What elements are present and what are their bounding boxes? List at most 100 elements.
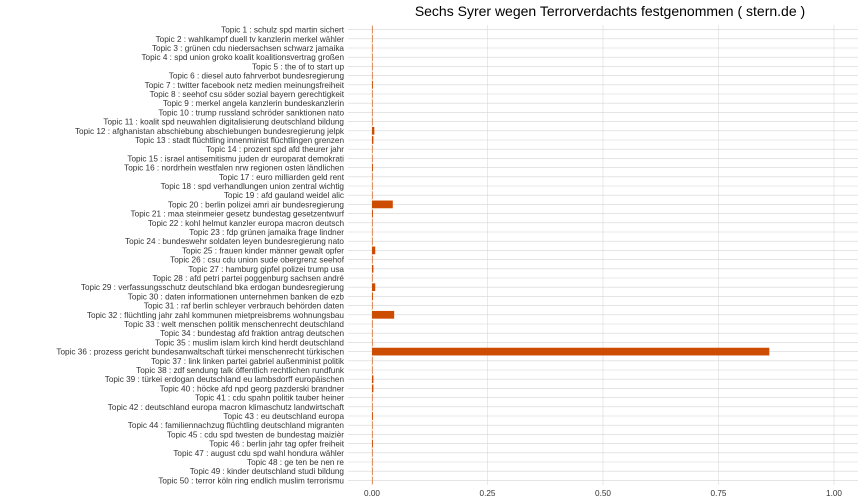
y-tick-label: Topic 24 : bundeswehr soldaten leyen bun… — [125, 237, 344, 246]
y-tick-label: Topic 27 : hamburg gipfel polizei trump … — [188, 265, 344, 274]
y-tick-label: Topic 22 : kohl helmut kanzler europa ma… — [148, 219, 345, 228]
bar — [372, 310, 395, 319]
y-tick-label: Topic 2 : wahlkampf duell tv kanzlerin m… — [156, 35, 345, 44]
y-tick-label: Topic 16 : nordrhein westfalen nrw regio… — [124, 164, 344, 173]
y-tick-label: Topic 31 : raf berlin schleyer verbrauch… — [144, 302, 345, 311]
bar — [372, 338, 373, 347]
y-tick-label: Topic 8 : seehof csu söder sozial bayern… — [150, 90, 345, 99]
y-tick-label: Topic 49 : kinder deutschland studi bild… — [190, 467, 345, 476]
bar — [372, 191, 373, 200]
bar — [372, 136, 374, 144]
bar — [372, 34, 373, 43]
bar — [372, 421, 373, 430]
bar — [372, 467, 373, 476]
y-tick-label: Topic 15 : israel antisemitismu juden dr… — [127, 154, 344, 163]
bar — [372, 62, 373, 71]
bar — [372, 163, 373, 172]
y-tick-label: Topic 42 : deutschland europa macron kli… — [108, 403, 345, 412]
bar — [372, 458, 373, 466]
bar — [372, 384, 374, 393]
bar — [372, 154, 373, 163]
bar — [372, 99, 373, 108]
y-tick-label: Topic 25 : frauen kinder männer gewalt o… — [182, 246, 344, 255]
bar — [372, 90, 373, 98]
y-tick-label: Topic 18 : spd verhandlungen union zentr… — [161, 182, 345, 191]
y-tick-label: Topic 35 : muslim islam kirch kind herdt… — [155, 338, 344, 347]
bar — [372, 71, 373, 80]
y-tick-label: Topic 13 : stadt flüchtling innenminist … — [135, 136, 344, 145]
y-tick-label: Topic 32 : flüchtling jahr zahl kommunen… — [87, 311, 345, 320]
bar — [372, 25, 373, 34]
bar — [372, 476, 373, 485]
chart-title: Sechs Syrer wegen Terrorverdachts festge… — [414, 3, 806, 19]
bar — [372, 209, 373, 218]
y-tick-label: Topic 4 : spd union groko koalit koaliti… — [141, 53, 344, 62]
y-tick-label: Topic 11 : koalit spd neuwahlen digitali… — [103, 118, 344, 127]
y-tick-label: Topic 33 : welt menschen politik mensche… — [124, 320, 344, 329]
y-tick-label: Topic 20 : berlin polizei amri air bunde… — [168, 200, 345, 209]
bar — [372, 145, 373, 154]
bar — [372, 439, 373, 448]
bar — [372, 375, 374, 384]
bar — [372, 126, 375, 135]
y-tick-label: Topic 5 : the of to start up — [252, 62, 344, 71]
bar — [372, 356, 373, 365]
bar — [372, 255, 373, 264]
x-tick-label: 1.00 — [826, 489, 842, 498]
y-tick-label: Topic 19 : afd gauland weidel alic — [224, 191, 344, 200]
bar — [372, 53, 373, 62]
x-tick-label: 0.00 — [364, 489, 380, 498]
bar — [372, 182, 373, 190]
y-tick-label: Topic 7 : twitter facebook netz medien m… — [145, 81, 345, 90]
x-tick-label: 0.25 — [480, 489, 496, 498]
bar — [372, 402, 373, 411]
y-tick-label: Topic 36 : prozess gericht bundesanwalts… — [56, 348, 344, 357]
y-tick-label: Topic 45 : cdu spd twesten de bundestag … — [167, 430, 344, 439]
y-tick-label: Topic 14 : prozent spd afd theurer jahr — [206, 145, 344, 154]
y-tick-label: Topic 29 : verfassungsschutz deutschland… — [81, 283, 345, 292]
bar — [372, 228, 373, 236]
bar — [372, 108, 373, 117]
y-tick-label: Topic 44 : familiennachzug flüchtling de… — [128, 421, 345, 430]
bar — [372, 292, 373, 301]
y-tick-label: Topic 6 : diesel auto fahrverbot bundesr… — [169, 72, 345, 81]
y-tick-label: Topic 37 : link linken partei gabriel au… — [151, 357, 345, 366]
bar — [372, 320, 373, 328]
y-tick-label: Topic 48 : ge ten be nen re — [247, 458, 344, 467]
bar — [372, 301, 373, 310]
bar — [372, 393, 373, 402]
bar — [372, 218, 373, 227]
bar — [372, 274, 373, 282]
bar — [372, 117, 373, 126]
y-tick-label: Topic 21 : maa steinmeier gesetz bundest… — [131, 210, 345, 219]
bar — [372, 366, 373, 374]
y-tick-label: Topic 41 : cdu spahn politik tauber hein… — [195, 394, 344, 403]
bar — [372, 448, 373, 457]
y-tick-label: Topic 17 : euro milliarden geld rent — [219, 173, 345, 182]
bar — [372, 246, 376, 255]
bar — [372, 347, 770, 356]
bar — [372, 283, 376, 292]
y-tick-label: Topic 34 : bundestag afd fraktion antrag… — [160, 329, 344, 338]
bar — [372, 412, 373, 420]
y-tick-label: Topic 43 : eu deutschland europa — [223, 412, 344, 421]
x-tick-label: 0.75 — [711, 489, 727, 498]
bar — [372, 172, 373, 181]
bar — [372, 80, 373, 89]
y-tick-label: Topic 12 : afghanistan abschiebung absch… — [75, 127, 345, 136]
y-tick-label: Topic 40 : höcke afd npd georg pazderski… — [160, 384, 345, 393]
y-tick-label: Topic 30 : daten informationen unternehm… — [128, 292, 345, 301]
y-tick-label: Topic 46 : berlin jahr tag opfer freihei… — [209, 440, 344, 449]
bar — [372, 430, 373, 439]
bar — [372, 329, 373, 338]
y-tick-label: Topic 23 : fdp grünen jamaika frage lind… — [189, 228, 344, 237]
y-tick-label: Topic 10 : trump russland schröder sankt… — [158, 108, 344, 117]
y-tick-label: Topic 26 : csu cdu union sude obergrenz … — [170, 256, 345, 265]
y-tick-label: Topic 38 : zdf sendung talk öffentlich r… — [136, 366, 345, 375]
y-tick-label: Topic 39 : türkei erdogan deutschland eu… — [105, 375, 345, 384]
y-tick-label: Topic 3 : grünen cdu niedersachsen schwa… — [152, 44, 344, 53]
y-tick-label: Topic 1 : schulz spd martin sichert — [221, 26, 345, 35]
bar — [372, 237, 373, 246]
y-tick-label: Topic 50 : terror köln ring endlich musl… — [158, 476, 344, 485]
x-tick-label: 0.50 — [595, 489, 611, 498]
